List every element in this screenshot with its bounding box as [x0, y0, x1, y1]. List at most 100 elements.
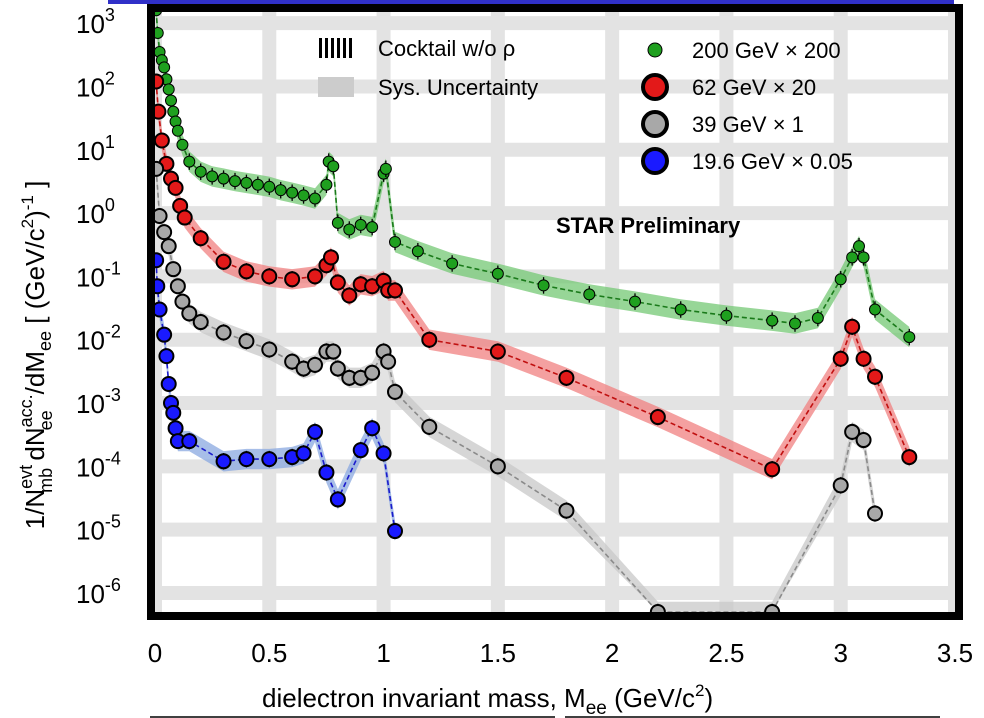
y-tick-9: 10-6	[76, 575, 121, 609]
point-series-0-29	[354, 218, 367, 231]
point-series-3-5	[160, 375, 177, 392]
legend-label-series-1: 62 GeV × 20	[692, 75, 816, 100]
point-series-1-23	[421, 331, 438, 348]
x-tick-7: 3.5	[937, 638, 973, 668]
point-series-2-23	[387, 383, 403, 400]
point-series-0-46	[846, 251, 859, 264]
point-series-0-28	[343, 223, 356, 236]
legend-marker-series-0	[647, 42, 663, 58]
legend-label-series-2: 39 GeV × 1	[692, 112, 804, 137]
point-series-2-24	[421, 418, 438, 435]
point-series-2-16	[325, 343, 342, 360]
point-series-0-11	[176, 138, 189, 151]
point-series-0-24	[320, 178, 333, 191]
point-series-0-49	[869, 303, 881, 316]
point-series-0-38	[583, 288, 596, 301]
point-series-0-33	[389, 235, 401, 248]
point-series-3-22	[387, 523, 403, 540]
point-series-0-18	[251, 178, 264, 191]
point-series-0-27	[331, 216, 344, 229]
point-series-0-37	[537, 279, 550, 292]
y-tick-3: 100	[76, 195, 115, 229]
x-tick-3: 1.5	[480, 638, 516, 668]
point-series-2-11	[261, 341, 278, 358]
point-series-0-4	[158, 61, 171, 74]
point-series-1-9	[215, 253, 232, 270]
point-series-0-40	[674, 303, 687, 316]
point-series-0-32	[379, 162, 392, 175]
point-series-3-17	[318, 464, 335, 481]
point-series-0-44	[811, 312, 824, 325]
point-series-3-20	[364, 420, 381, 437]
point-series-0-6	[162, 83, 175, 96]
point-series-1-11	[261, 268, 278, 285]
point-series-0-10	[171, 124, 184, 137]
point-series-2-4	[165, 261, 182, 278]
legend-cocktail-label: Cocktail w/o ρ	[378, 36, 515, 61]
y-tick-1: 102	[76, 68, 115, 102]
point-series-1-29	[844, 318, 861, 335]
point-series-3-4	[158, 348, 175, 365]
point-series-0-30	[366, 221, 379, 234]
point-series-2-10	[238, 333, 255, 350]
point-series-3-21	[375, 445, 392, 462]
point-series-2-12	[284, 353, 301, 370]
point-series-0-41	[720, 309, 733, 322]
point-series-0-8	[167, 105, 180, 118]
point-series-3-18	[329, 491, 346, 508]
point-series-0-34	[411, 245, 424, 258]
point-series-0-19	[263, 180, 276, 193]
legend-marker-series-3	[641, 147, 669, 175]
point-series-2-7	[181, 305, 198, 322]
legend-cocktail-entry: Cocktail w/o ρ	[319, 36, 515, 61]
point-series-2-14	[307, 356, 323, 373]
point-series-0-13	[194, 165, 207, 178]
point-series-1-8	[192, 230, 209, 247]
x-tick-6: 3	[833, 638, 847, 668]
point-series-2-25	[489, 458, 506, 475]
point-series-1-10	[238, 263, 255, 280]
point-series-2-22	[380, 353, 397, 370]
y-axis-label: 1/Nevtmb dNacc.ee/dMee [ (GeV/c2)-1 ]	[16, 181, 56, 530]
point-series-0-39	[629, 295, 641, 308]
plot-frame	[108, 0, 963, 718]
point-series-3-19	[352, 442, 369, 459]
point-series-2-5	[169, 278, 186, 295]
point-series-3-7	[165, 404, 182, 421]
legend: Cocktail w/o ρ Sys. Uncertainty 200 GeV …	[318, 36, 853, 175]
point-series-3-12	[238, 451, 255, 468]
point-series-1-24	[489, 343, 506, 360]
point-series-0-48	[857, 251, 870, 264]
y-tick-7: 10-4	[76, 448, 121, 482]
point-series-2-31	[855, 432, 872, 449]
point-series-2-9	[215, 324, 232, 341]
point-series-0-14	[206, 170, 219, 183]
point-series-1-16	[329, 274, 346, 291]
point-series-3-15	[295, 445, 312, 462]
point-series-3-16	[307, 423, 323, 440]
x-axis-label: dielectron invariant mass, Mee (GeV/c2)	[262, 681, 713, 718]
point-series-0-16	[229, 175, 241, 188]
point-series-2-29	[832, 477, 849, 494]
point-series-1-26	[649, 409, 666, 426]
point-series-0-26	[327, 160, 340, 173]
x-tick-0: 0	[148, 638, 162, 668]
point-series-1-28	[832, 350, 849, 367]
point-series-1-5	[167, 179, 184, 196]
legend-label-series-0: 200 GeV × 200	[692, 38, 841, 63]
y-tick-6: 10-3	[76, 385, 121, 419]
point-series-1-7	[176, 209, 193, 226]
legend-sys-entry: Sys. Uncertainty	[318, 75, 538, 100]
legend-marker-series-2	[641, 110, 669, 138]
point-series-0-47	[853, 240, 865, 253]
point-series-3-8	[167, 420, 184, 437]
point-series-2-20	[364, 364, 381, 381]
star-preliminary-label: STAR Preliminary	[556, 213, 741, 238]
axes-frame	[147, 4, 963, 620]
point-series-2-30	[844, 423, 861, 440]
top-accent-bar	[108, 0, 954, 4]
legend-series-entries: 200 GeV × 200 62 GeV × 20 39 GeV × 1 19.6 G…	[641, 38, 853, 175]
point-series-1-31	[867, 368, 883, 385]
point-series-1-25	[558, 369, 575, 386]
x-tick-2: 1	[376, 638, 390, 668]
